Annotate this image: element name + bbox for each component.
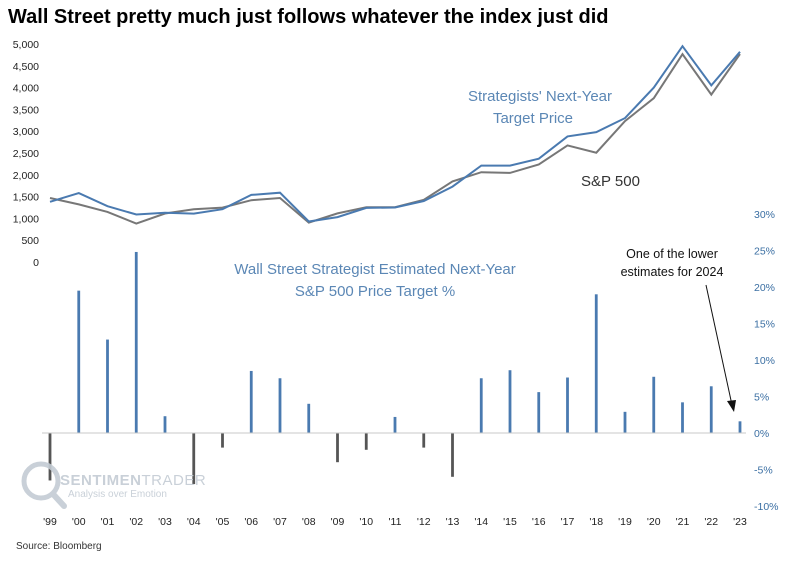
bar bbox=[77, 290, 81, 433]
bar bbox=[537, 392, 541, 433]
x-axis-tick-label: '06 bbox=[244, 516, 258, 528]
left-axis-tick-label: 1,000 bbox=[13, 213, 39, 225]
right-axis-tick-label: 5% bbox=[754, 392, 769, 404]
left-axis-tick-label: 3,000 bbox=[13, 126, 39, 138]
annotation-arrowhead bbox=[727, 400, 736, 412]
annotation-note-line1: One of the lower bbox=[626, 247, 718, 261]
x-axis-tick-label: '09 bbox=[331, 516, 345, 528]
x-axis-tick-label: '23 bbox=[733, 516, 747, 528]
bar bbox=[594, 294, 598, 433]
watermark-logo: SENTIMENTRADER Analysis over Emotion bbox=[21, 461, 206, 509]
bar bbox=[48, 433, 52, 481]
x-axis-tick-label: '17 bbox=[561, 516, 575, 528]
bar bbox=[479, 378, 483, 433]
left-axis-tick-label: 3,500 bbox=[13, 104, 39, 116]
bar bbox=[307, 403, 311, 433]
left-axis-tick-label: 2,000 bbox=[13, 170, 39, 182]
bar bbox=[106, 339, 109, 433]
x-axis-tick-label: '07 bbox=[273, 516, 287, 528]
bar bbox=[508, 370, 512, 433]
bar bbox=[221, 433, 224, 448]
x-axis-tick-label: '18 bbox=[589, 516, 603, 528]
bar bbox=[192, 433, 196, 485]
x-axis-tick-label: '22 bbox=[704, 516, 718, 528]
bar bbox=[134, 251, 138, 433]
sp500-line bbox=[49, 52, 741, 225]
source-note: Source: Bloomberg bbox=[16, 541, 102, 552]
bar bbox=[336, 433, 339, 463]
x-axis-tick-label: '15 bbox=[503, 516, 517, 528]
bar-chart-title-line2: S&P 500 Price Target % bbox=[295, 283, 455, 300]
x-axis-tick-label: '10 bbox=[359, 516, 373, 528]
x-axis-tick-label: '13 bbox=[446, 516, 460, 528]
bar bbox=[566, 377, 569, 433]
target-series-label-line2: Target Price bbox=[493, 110, 573, 127]
bar bbox=[163, 416, 167, 433]
left-axis-tick-label: 0 bbox=[33, 257, 39, 269]
right-axis-tick-label: 30% bbox=[754, 209, 775, 221]
x-axis-tick-label: '04 bbox=[187, 516, 201, 528]
x-axis-tick-label: '16 bbox=[532, 516, 546, 528]
bar bbox=[709, 386, 713, 433]
x-axis-tick-label: '19 bbox=[618, 516, 632, 528]
x-axis-tick-label: '02 bbox=[129, 516, 143, 528]
right-axis-tick-label: 20% bbox=[754, 282, 775, 294]
x-axis-tick-label: '05 bbox=[216, 516, 230, 528]
x-axis-tick-label: '00 bbox=[72, 516, 86, 528]
left-axis-tick-label: 5,000 bbox=[13, 39, 39, 51]
bar bbox=[738, 421, 742, 433]
x-axis-tick-label: '01 bbox=[101, 516, 115, 528]
x-axis-tick-label: '03 bbox=[158, 516, 172, 528]
left-axis-tick-label: 4,000 bbox=[13, 83, 39, 95]
bar bbox=[249, 370, 253, 433]
bar bbox=[451, 433, 454, 477]
magnifier-icon bbox=[21, 461, 61, 501]
bar bbox=[393, 416, 397, 433]
right-axis-tick-label: 15% bbox=[754, 319, 775, 331]
chart-title: Wall Street pretty much just follows wha… bbox=[8, 6, 609, 28]
annotation-arrow-line bbox=[705, 284, 733, 406]
left-axis-tick-label: 2,500 bbox=[13, 148, 39, 160]
bar bbox=[364, 433, 368, 450]
left-axis-tick-label: 1,500 bbox=[13, 192, 39, 204]
bar bbox=[623, 411, 627, 433]
watermark-brand-left: SENTIMEN bbox=[60, 472, 142, 489]
bar bbox=[681, 402, 684, 433]
x-axis-tick-label: '14 bbox=[474, 516, 488, 528]
watermark-tagline: Analysis over Emotion bbox=[68, 489, 167, 500]
x-axis-tick-label: '20 bbox=[647, 516, 661, 528]
left-axis-tick-label: 4,500 bbox=[13, 61, 39, 73]
x-axis-tick-label: '11 bbox=[389, 516, 402, 528]
x-axis-tick-label: '08 bbox=[302, 516, 316, 528]
annotation-note-line2: estimates for 2024 bbox=[621, 265, 724, 279]
bar bbox=[652, 376, 656, 433]
svg-text:SENTIMENTRADER: SENTIMENTRADER bbox=[60, 472, 206, 489]
bar bbox=[422, 433, 426, 448]
right-axis-tick-label: 10% bbox=[754, 355, 775, 367]
watermark-brand-right: TRADER bbox=[142, 472, 207, 489]
sp500-series-label: S&P 500 bbox=[581, 173, 640, 190]
right-axis-tick-label: -10% bbox=[754, 501, 779, 513]
left-axis-tick-label: 500 bbox=[21, 235, 39, 247]
right-axis-tick-label: -5% bbox=[754, 465, 773, 477]
bar-chart-title-line1: Wall Street Strategist Estimated Next-Ye… bbox=[234, 261, 516, 278]
right-axis-tick-label: 0% bbox=[754, 428, 769, 440]
bar bbox=[278, 378, 282, 433]
target-price-line bbox=[49, 44, 741, 223]
x-axis-tick-label: '99 bbox=[43, 516, 57, 528]
target-series-label-line1: Strategists' Next-Year bbox=[468, 88, 612, 105]
right-axis-tick-label: 25% bbox=[754, 246, 775, 258]
x-axis-tick-label: '12 bbox=[417, 516, 431, 528]
x-axis-tick-label: '21 bbox=[676, 516, 690, 528]
